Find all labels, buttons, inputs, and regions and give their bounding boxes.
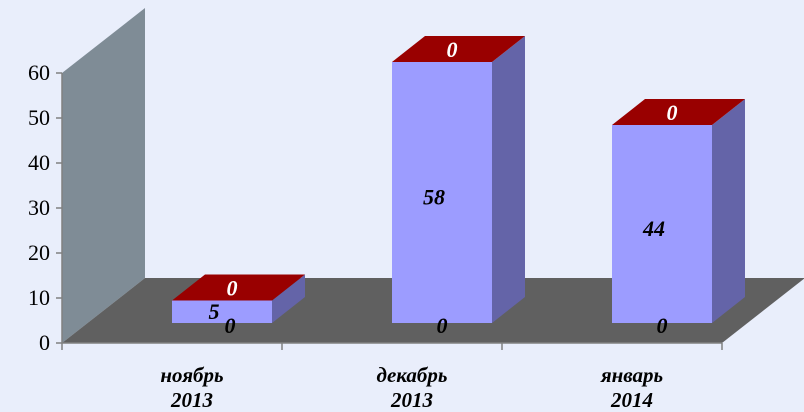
cap-value-label: 0 bbox=[447, 37, 458, 62]
chart-back-wall bbox=[62, 8, 145, 343]
y-tick-label: 60 bbox=[28, 60, 50, 85]
bar-front bbox=[172, 300, 272, 323]
bar-value-label: 5 bbox=[209, 299, 220, 324]
x-category-label: январь bbox=[600, 363, 663, 387]
bar-front bbox=[392, 62, 492, 323]
bar-stack: 44 0 0 bbox=[612, 99, 745, 338]
x-category-label: декабрь bbox=[377, 363, 448, 387]
bar-side bbox=[492, 36, 525, 323]
y-tick-label: 50 bbox=[28, 105, 50, 130]
y-tick-label: 40 bbox=[28, 150, 50, 175]
bar-stack: 50 0 bbox=[172, 274, 305, 338]
bar-value-label: 58 bbox=[423, 185, 445, 210]
cap-value-label: 0 bbox=[667, 100, 678, 125]
bar-top-cap bbox=[612, 99, 745, 125]
y-tick-label: 0 bbox=[39, 330, 50, 355]
x-category-label: 2013 bbox=[170, 388, 213, 412]
base-value-label: 0 bbox=[225, 313, 236, 338]
bar-front bbox=[612, 125, 712, 323]
base-value-label: 0 bbox=[437, 313, 448, 338]
x-category-label: 2014 bbox=[610, 388, 653, 412]
bar-top-cap bbox=[392, 36, 525, 62]
y-tick-label: 10 bbox=[28, 285, 50, 310]
bar-stack: 58 0 0 bbox=[392, 36, 525, 338]
x-category-label: ноябрь bbox=[160, 363, 223, 387]
bar-top-cap bbox=[172, 274, 305, 301]
base-value-label: 0 bbox=[657, 313, 668, 338]
y-tick-label: 30 bbox=[28, 195, 50, 220]
bar-side bbox=[712, 99, 745, 323]
bar-value-label: 44 bbox=[642, 216, 665, 241]
cap-value-label: 0 bbox=[227, 276, 238, 301]
y-tick-label: 20 bbox=[28, 240, 50, 265]
x-category-label: 2013 bbox=[390, 388, 433, 412]
bar-side bbox=[272, 274, 305, 323]
